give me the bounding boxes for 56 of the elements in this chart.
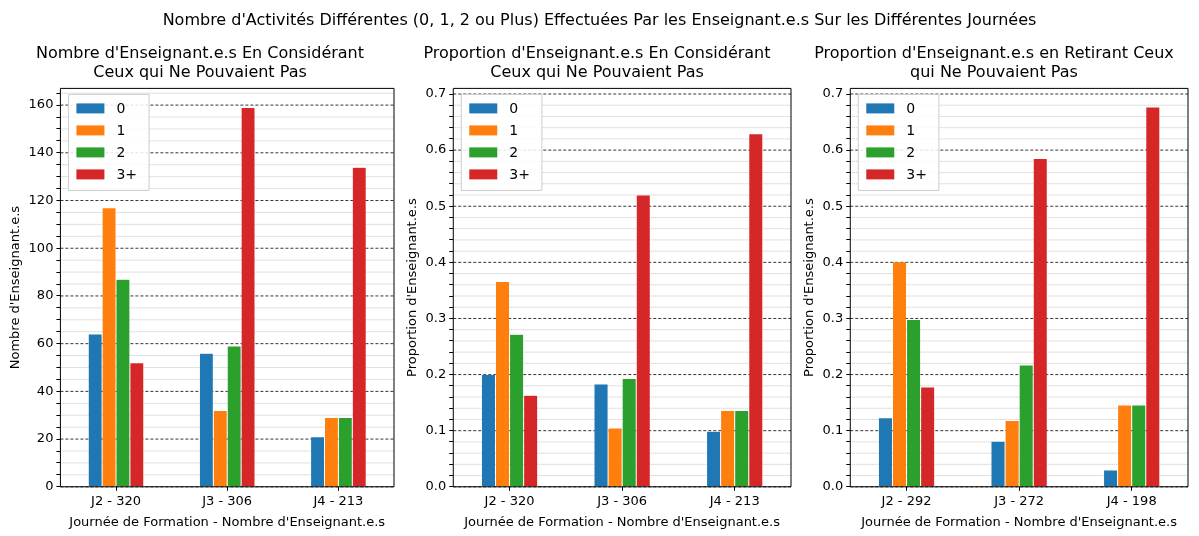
legend-label: 1: [906, 122, 916, 139]
chart-title: Nombre d'Enseignant.e.s En Considérant Ceux qui Ne Pouvaient Pas: [35, 42, 365, 81]
y-tick-label: 60: [36, 335, 54, 351]
legend-label: 2: [906, 144, 916, 161]
legend-label: 1: [116, 122, 126, 139]
y-tick-label: 120: [28, 191, 54, 207]
text: Nombre d'Activités Différentes (0, 1, 2 ou Plus) Effectuées Par les Enseignant.e.s Sur les Différentes Journées: [161, 10, 1038, 29]
y-tick-label: 140: [28, 144, 54, 160]
y-tick-label: 0.7: [822, 85, 844, 101]
y-tick-label: 160: [28, 96, 54, 112]
chart-title: Proportion d'Enseignant.e.s En Considérant Ceux qui Ne Pouvaient Pas: [423, 42, 771, 81]
y-tick-label: 0.3: [822, 309, 844, 325]
y-tick-label: 0.5: [822, 197, 844, 213]
x-tick-label: J2 - 320: [483, 492, 535, 508]
y-tick-label: 20: [36, 430, 54, 446]
y-tick-label: 80: [36, 287, 54, 303]
x-tick-label: J2 - 320: [90, 492, 141, 508]
y-tick-label: 0: [45, 478, 54, 494]
y-axis-title: Nombre d'Enseignant.e.s: [7, 205, 23, 370]
x-tick-label: J4 - 198: [1105, 492, 1157, 508]
legend-label: 0: [116, 100, 126, 117]
legend-label: 2: [509, 144, 519, 161]
legend-label: 3+: [906, 166, 927, 183]
y-tick-label: 0.5: [425, 197, 447, 213]
y-tick-label: 0.1: [425, 422, 447, 438]
y-axis-title: Proportion d'Enseignant.e.s: [801, 198, 817, 377]
legend-label: 2: [116, 144, 126, 161]
x-tick-label: J4 - 213: [312, 492, 364, 508]
legend-label: 3+: [116, 166, 138, 183]
legend-label: 1: [509, 122, 519, 139]
y-tick-label: 100: [28, 239, 54, 255]
y-tick-label: 0.6: [425, 141, 447, 157]
y-tick-label: 0.6: [822, 141, 844, 157]
x-tick-label: J3 - 306: [201, 492, 253, 508]
legend-label: 0: [509, 100, 519, 117]
y-axis-title: Proportion d'Enseignant.e.s: [404, 198, 420, 377]
y-tick-label: 0.4: [822, 253, 844, 269]
x-axis-title: Journée de Formation - Nombre d'Enseignant.e.s: [860, 513, 1178, 529]
x-axis-title: Journée de Formation - Nombre d'Enseignant.e.s: [463, 513, 781, 529]
y-tick-label: 0.2: [425, 365, 447, 381]
y-tick-label: 0.1: [822, 422, 844, 438]
x-tick-label: J2 - 292: [880, 492, 932, 508]
y-tick-label: 40: [36, 382, 54, 398]
y-tick-label: 0.0: [822, 478, 844, 494]
y-tick-label: 0.3: [425, 309, 447, 325]
y-tick-label: 0.2: [822, 365, 844, 381]
x-tick-label: J4 - 213: [708, 492, 760, 508]
legend-label: 3+: [509, 166, 530, 183]
y-tick-label: 0.4: [425, 253, 447, 269]
x-tick-label: J3 - 272: [993, 492, 1045, 508]
x-axis-title: Journée de Formation - Nombre d'Enseignant.e.s: [68, 513, 386, 529]
y-tick-label: 0.7: [425, 85, 447, 101]
legend-label: 0: [906, 100, 916, 117]
chart-title: Proportion d'Enseignant.e.s en Retirant Ceux qui Ne Pouvaient Pas: [814, 42, 1174, 81]
x-tick-label: J3 - 306: [596, 492, 648, 508]
y-tick-label: 0.0: [425, 478, 447, 494]
